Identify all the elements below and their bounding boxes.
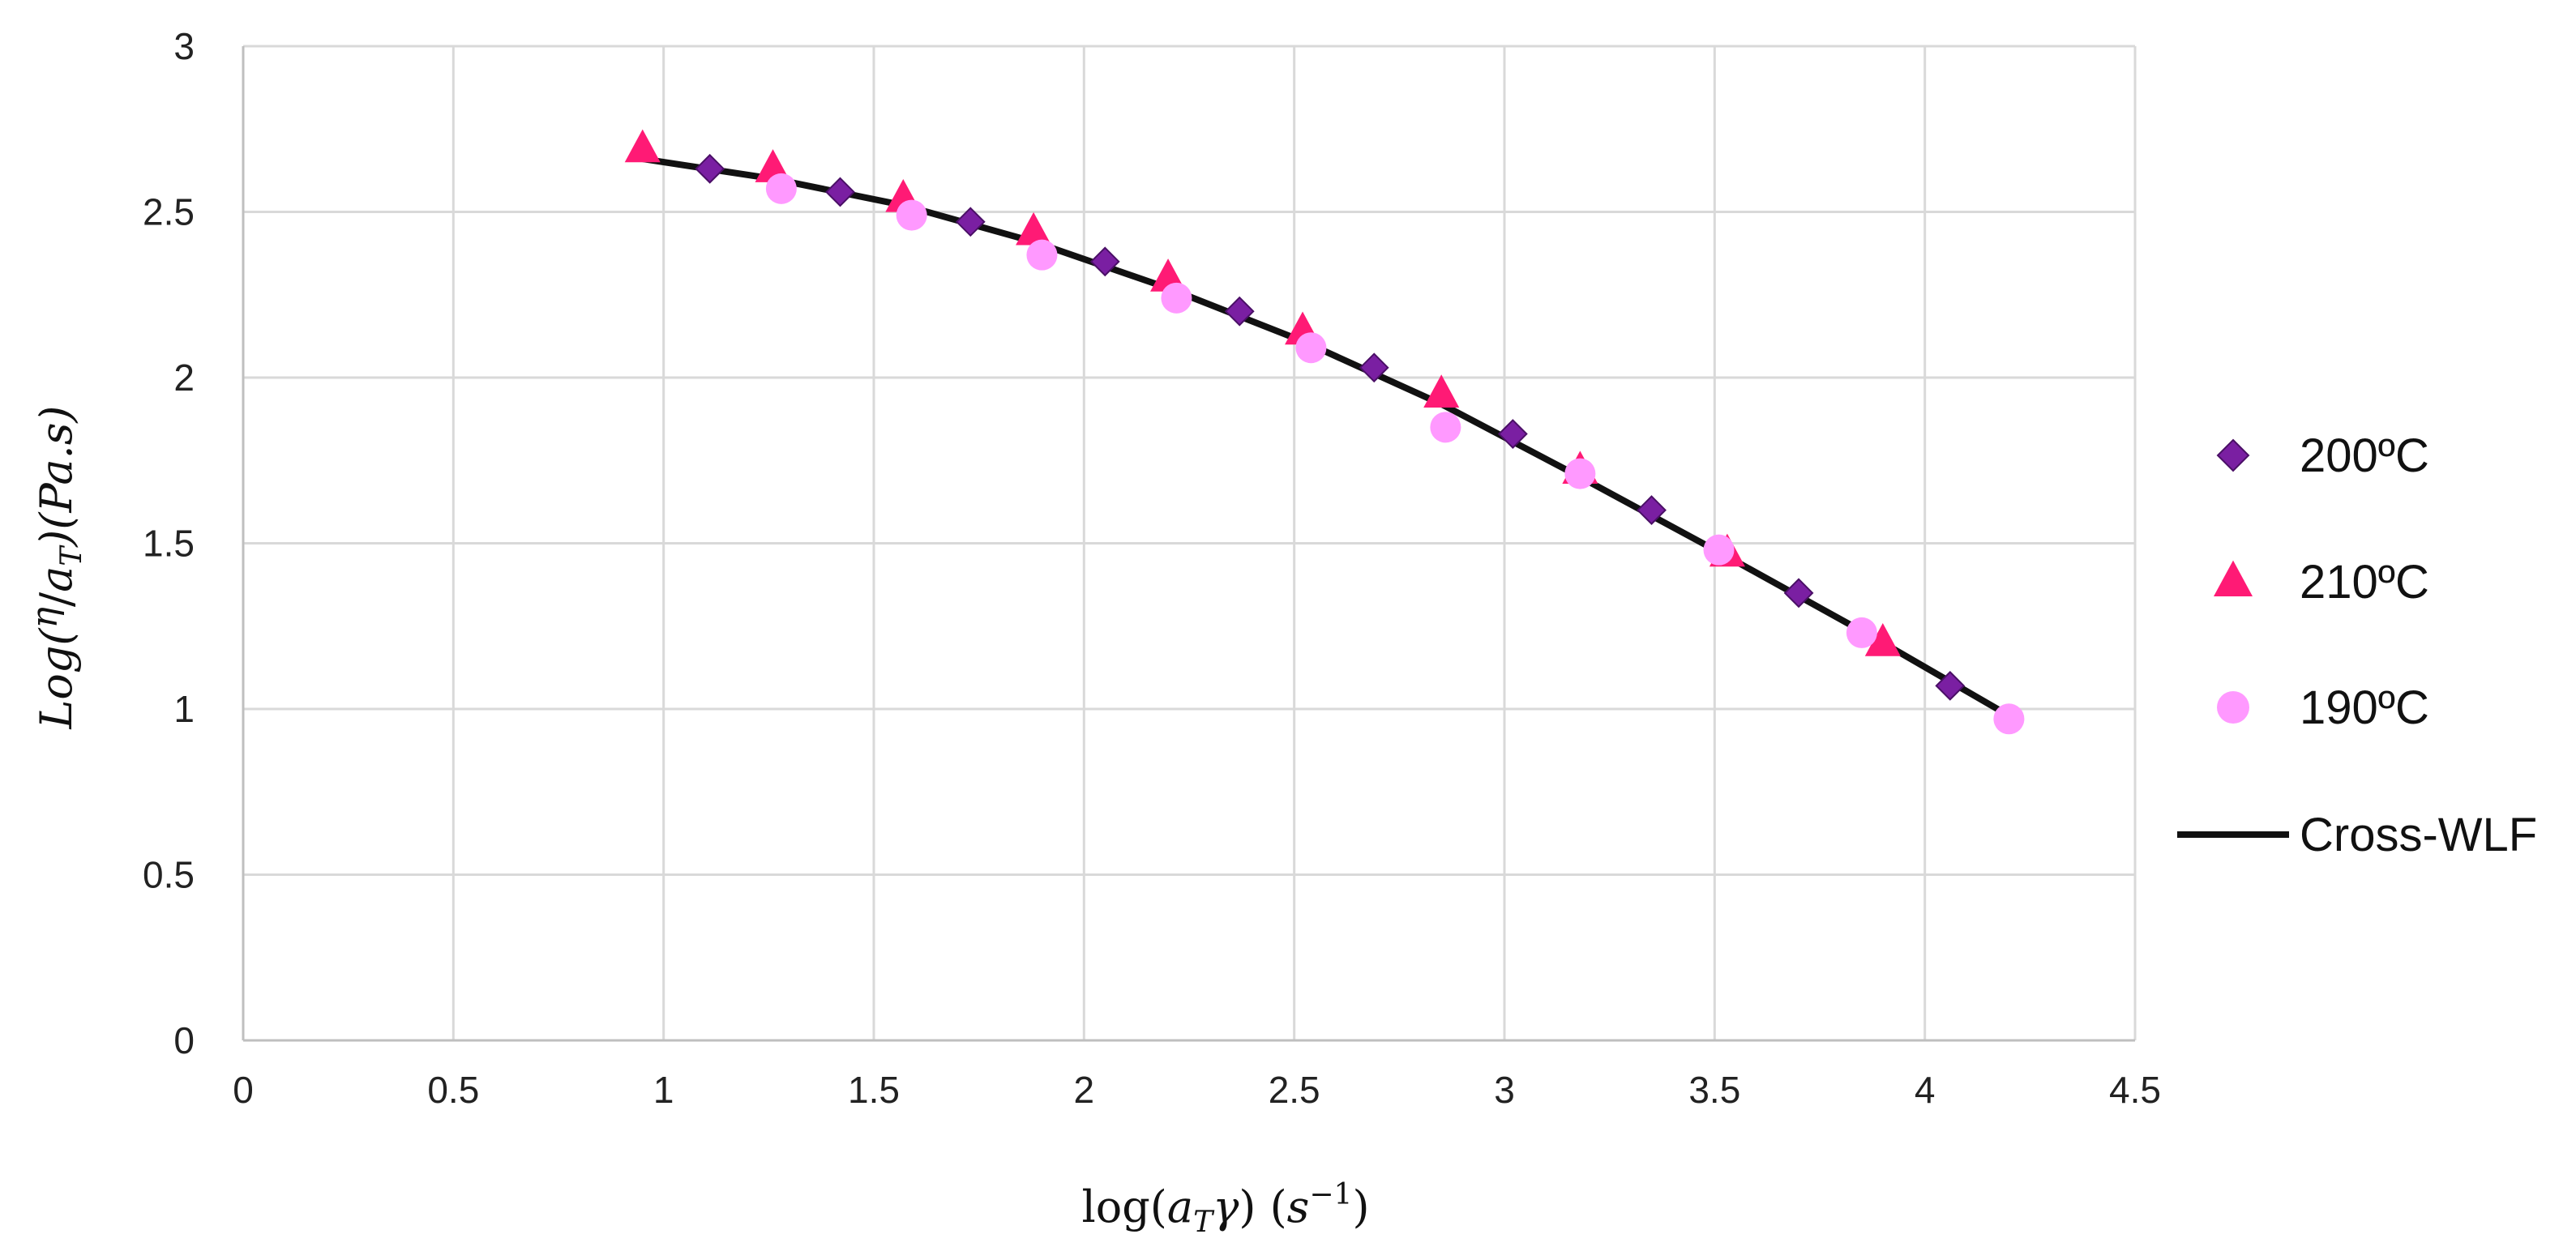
x-tick-label: 3.5	[1688, 1069, 1740, 1111]
data-point-circle	[1430, 412, 1461, 443]
legend-swatch-triangle	[2214, 560, 2253, 596]
data-point-diamond	[1783, 578, 1814, 609]
gridlines	[242, 45, 2137, 1042]
data-point-diamond	[1359, 352, 1389, 383]
data-point-circle	[1026, 239, 1058, 271]
cross-wlf-fit-line	[639, 156, 2013, 720]
legend-label: 210ºC	[2300, 556, 2429, 609]
y-tick-label: 0	[173, 1019, 195, 1061]
legend-label: 200ºC	[2300, 429, 2429, 482]
data-point-triangle	[1016, 211, 1052, 246]
x-tick-label: 1.5	[848, 1069, 900, 1111]
data-point-circle	[1295, 332, 1327, 364]
x-tick-label: 0	[233, 1069, 254, 1111]
data-point-triangle	[1864, 623, 1901, 656]
legend: 200ºC 210ºC 190ºC Cross-WLF	[2177, 429, 2537, 861]
data-point-circle	[1564, 458, 1596, 489]
data-point-diamond	[955, 207, 986, 237]
data-point-triangle	[1423, 374, 1460, 408]
legend-swatch-diamond	[2216, 438, 2250, 472]
y-tick-label: 1	[173, 688, 195, 730]
data-point-circle	[896, 199, 927, 231]
x-tick-label: 3	[1494, 1069, 1515, 1111]
legend-label: 190ºC	[2300, 681, 2429, 734]
series-line-cross-wlf	[639, 156, 2013, 720]
legend-item: 200ºC	[2216, 429, 2429, 482]
y-tick-label: 2.5	[143, 191, 195, 233]
data-point-diamond	[695, 153, 725, 184]
y-tick-labels: 0 0.5 1 1.5 2 2.5 3	[143, 25, 195, 1061]
data-point-diamond	[1637, 495, 1667, 526]
data-point-diamond	[1935, 670, 1966, 701]
data-point-circle	[1161, 282, 1192, 314]
x-tick-label: 4	[1915, 1069, 1936, 1111]
data-point-diamond	[1224, 296, 1255, 327]
x-tick-label: 4.5	[2109, 1069, 2161, 1111]
data-point-diamond	[1089, 246, 1120, 277]
y-axis-title: Log(η/aT)(Pa.s)	[24, 406, 88, 730]
y-tick-label: 1.5	[143, 523, 195, 565]
data-point-diamond	[825, 177, 855, 207]
y-tick-label: 0.5	[143, 854, 195, 896]
data-point-circle	[1703, 534, 1735, 566]
svg-text:Log(η/aT)(Pa.s): Log(η/aT)(Pa.s)	[24, 406, 88, 730]
data-point-circle	[765, 173, 797, 204]
legend-item: 210ºC	[2214, 556, 2429, 609]
x-axis-title: log(aTγ) (s−1)	[1081, 1178, 1369, 1239]
data-point-triangle	[624, 129, 661, 163]
y-tick-label: 3	[173, 25, 195, 67]
legend-item: Cross-WLF	[2177, 809, 2537, 861]
legend-label: Cross-WLF	[2300, 809, 2537, 861]
x-tick-label: 2.5	[1269, 1069, 1320, 1111]
x-tick-label: 2	[1074, 1069, 1095, 1111]
data-point-circle	[1846, 617, 1877, 648]
data-points	[624, 129, 2025, 735]
svg-text:log(aTγ) (s−1): log(aTγ) (s−1)	[1081, 1178, 1369, 1239]
data-point-circle	[1993, 703, 2025, 735]
y-tick-label: 2	[173, 357, 195, 399]
legend-item: 190ºC	[2217, 681, 2429, 734]
x-tick-label: 1	[653, 1069, 674, 1111]
legend-swatch-circle	[2217, 691, 2249, 724]
data-point-diamond	[1497, 419, 1528, 449]
x-tick-labels: 0 0.5 1 1.5 2 2.5 3 3.5 4 4.5	[233, 1069, 2161, 1111]
x-tick-label: 0.5	[427, 1069, 479, 1111]
